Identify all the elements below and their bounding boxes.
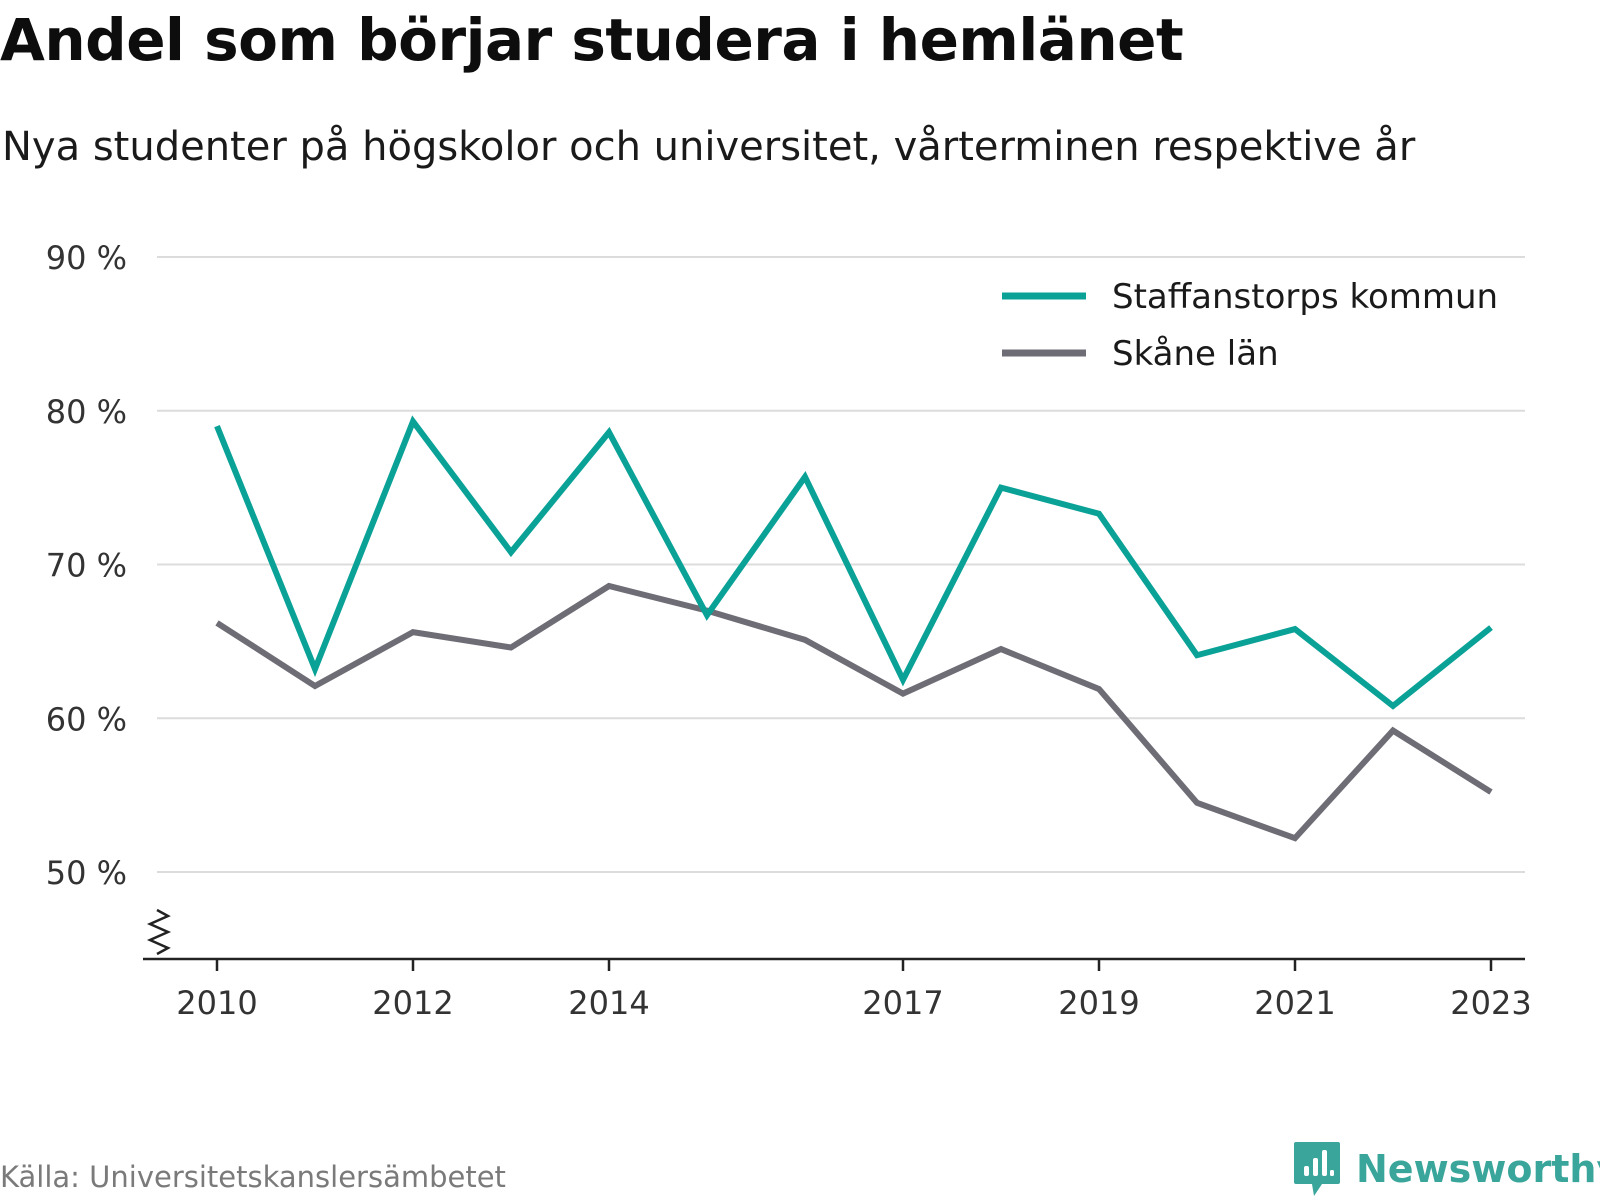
series-line-2 [215,582,1493,842]
brand-name: Newsworthy [1356,1147,1600,1191]
series-line-1 [214,415,1493,710]
x-tick-label: 2010 [176,984,257,1022]
source-note: Källa: Universitetskanslersämbetet [0,1160,506,1194]
y-tick-label: 50 % [46,854,127,892]
y-axis-break-icon [146,908,172,956]
grid-lines [157,256,1525,873]
legend-label: Skåne län [1112,334,1279,374]
newsworthy-logo-icon [1294,1142,1340,1196]
x-tick-label: 2019 [1058,984,1139,1022]
x-tick-label: 2014 [568,984,649,1022]
x-tick-label: 2017 [862,984,943,1022]
series-lines [214,415,1493,842]
y-tick-label: 70 % [46,547,127,585]
x-tick-label: 2023 [1450,984,1531,1022]
legend: Staffanstorps kommun Skåne län [1002,277,1498,374]
line-chart: 50 %60 %70 %80 %90 % 2010 2012 2014 2017 201… [46,239,1532,1022]
brand: Newsworthy [1292,1140,1600,1198]
y-tick-label: 90 % [46,239,127,277]
legend-label: Staffanstorps kommun [1112,277,1498,317]
x-axis: 2010 2012 2014 2017 2019 2021 2023 [143,957,1532,1022]
x-tick-label: 2012 [372,984,453,1022]
chart-subtitle: Nya studenter på högskolor och universit… [2,124,1416,170]
y-axis: 50 % 60 % 70 % 80 % 90 % [46,239,172,956]
y-tick-label: 80 % [46,393,127,431]
x-tick-label: 2021 [1254,984,1335,1022]
y-tick-label: 60 % [46,700,127,738]
chart-title: Andel som börjar studera i hemlänet [0,6,1184,74]
